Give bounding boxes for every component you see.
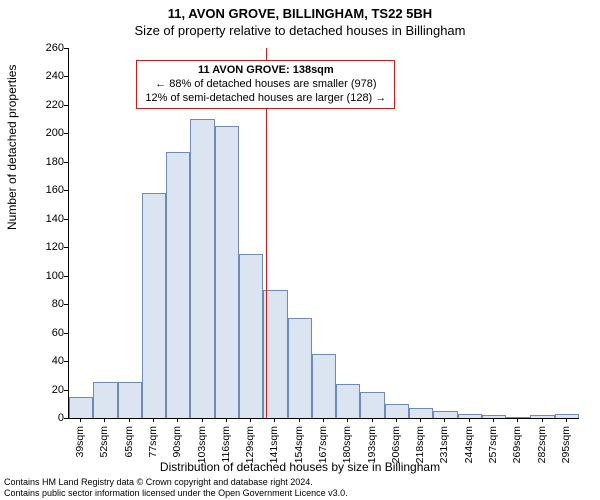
y-tick-mark <box>64 76 68 77</box>
y-axis-label: Number of detached properties <box>5 65 19 230</box>
x-tick-mark <box>347 418 348 422</box>
x-tick-mark <box>80 418 81 422</box>
y-tick-mark <box>64 162 68 163</box>
footer-attribution: Contains HM Land Registry data © Crown c… <box>4 477 348 498</box>
bar <box>409 408 433 418</box>
y-tick-mark <box>64 190 68 191</box>
footer-line-2: Contains public sector information licen… <box>4 488 348 498</box>
y-tick-mark <box>64 390 68 391</box>
x-tick-mark <box>177 418 178 422</box>
x-tick-label: 206sqm <box>390 426 402 463</box>
x-tick-mark <box>566 418 567 422</box>
x-tick-mark <box>104 418 105 422</box>
title-line-2: Size of property relative to detached ho… <box>0 23 600 38</box>
y-tick-mark <box>64 133 68 134</box>
x-tick-mark <box>420 418 421 422</box>
title-line-1: 11, AVON GROVE, BILLINGHAM, TS22 5BH <box>0 6 600 21</box>
y-tick-mark <box>64 361 68 362</box>
y-tick-label: 220 <box>24 99 64 111</box>
y-tick-label: 260 <box>24 42 64 54</box>
x-tick-mark <box>250 418 251 422</box>
bar <box>312 354 336 418</box>
x-tick-mark <box>444 418 445 422</box>
y-tick-label: 180 <box>24 156 64 168</box>
x-tick-mark <box>323 418 324 422</box>
x-tick-label: 257sqm <box>487 426 499 463</box>
y-tick-label: 140 <box>24 213 64 225</box>
y-tick-label: 240 <box>24 70 64 82</box>
x-tick-label: 90sqm <box>171 426 183 458</box>
bar <box>93 382 117 418</box>
x-tick-mark <box>202 418 203 422</box>
x-tick-label: 52sqm <box>98 426 110 458</box>
y-tick-label: 200 <box>24 127 64 139</box>
callout-box: 11 AVON GROVE: 138sqm← 88% of detached h… <box>136 60 395 109</box>
x-tick-label: 269sqm <box>511 426 523 463</box>
x-tick-mark <box>153 418 154 422</box>
y-tick-mark <box>64 418 68 419</box>
y-tick-mark <box>64 247 68 248</box>
y-tick-label: 40 <box>24 355 64 367</box>
x-tick-mark <box>372 418 373 422</box>
y-tick-mark <box>64 304 68 305</box>
x-tick-label: 193sqm <box>366 426 378 463</box>
y-tick-label: 60 <box>24 327 64 339</box>
bar <box>336 384 360 418</box>
bar <box>288 318 312 418</box>
callout-line: ← 88% of detached houses are smaller (97… <box>145 78 386 92</box>
y-tick-label: 0 <box>24 412 64 424</box>
y-tick-label: 80 <box>24 298 64 310</box>
bar <box>166 152 190 418</box>
x-tick-label: 231sqm <box>438 426 450 463</box>
callout-line: 12% of semi-detached houses are larger (… <box>145 92 386 106</box>
y-tick-mark <box>64 105 68 106</box>
x-tick-mark <box>129 418 130 422</box>
bar <box>385 404 409 418</box>
x-tick-label: 39sqm <box>74 426 86 458</box>
y-tick-mark <box>64 219 68 220</box>
chart-title: 11, AVON GROVE, BILLINGHAM, TS22 5BH Siz… <box>0 6 600 38</box>
callout-line: 11 AVON GROVE: 138sqm <box>145 64 386 78</box>
y-tick-label: 160 <box>24 184 64 196</box>
bar <box>433 411 457 418</box>
x-tick-label: 129sqm <box>244 426 256 463</box>
x-tick-label: 218sqm <box>414 426 426 463</box>
bar <box>69 397 93 418</box>
y-tick-mark <box>64 48 68 49</box>
x-tick-mark <box>469 418 470 422</box>
bar <box>263 290 287 418</box>
x-tick-label: 167sqm <box>317 426 329 463</box>
footer-line-1: Contains HM Land Registry data © Crown c… <box>4 477 348 487</box>
x-tick-label: 116sqm <box>220 426 232 463</box>
x-tick-mark <box>517 418 518 422</box>
x-tick-label: 180sqm <box>341 426 353 463</box>
y-tick-label: 100 <box>24 270 64 282</box>
x-tick-label: 295sqm <box>560 426 572 463</box>
x-tick-label: 244sqm <box>463 426 475 463</box>
bar <box>190 119 214 418</box>
x-tick-label: 103sqm <box>196 426 208 463</box>
x-tick-label: 282sqm <box>536 426 548 463</box>
x-tick-mark <box>299 418 300 422</box>
bar <box>215 126 239 418</box>
y-tick-label: 120 <box>24 241 64 253</box>
bar <box>118 382 142 418</box>
y-tick-mark <box>64 333 68 334</box>
x-tick-label: 141sqm <box>268 426 280 463</box>
y-tick-mark <box>64 276 68 277</box>
bar <box>360 392 384 418</box>
x-tick-mark <box>542 418 543 422</box>
bar <box>142 193 166 418</box>
x-tick-label: 65sqm <box>123 426 135 458</box>
x-tick-mark <box>396 418 397 422</box>
x-tick-label: 154sqm <box>293 426 305 463</box>
y-tick-label: 20 <box>24 384 64 396</box>
x-tick-mark <box>226 418 227 422</box>
bar <box>239 254 263 418</box>
x-tick-label: 77sqm <box>147 426 159 458</box>
x-tick-mark <box>274 418 275 422</box>
x-tick-mark <box>493 418 494 422</box>
